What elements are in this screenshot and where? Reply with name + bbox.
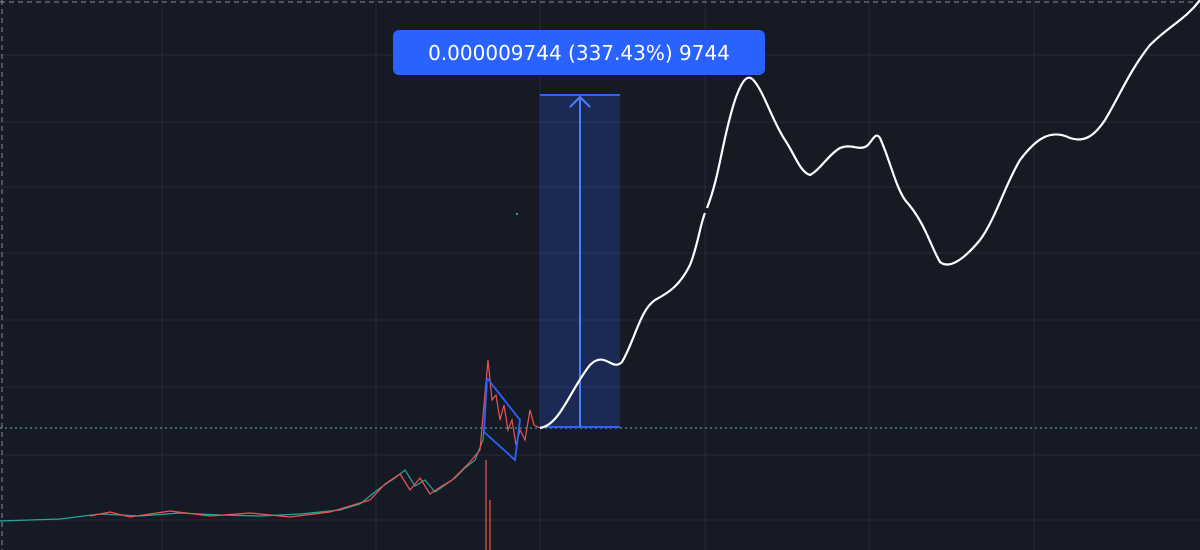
measure-arrow [569, 95, 591, 427]
dot [516, 213, 518, 215]
projection-line [539, 212, 707, 430]
measure-label-box [393, 30, 765, 75]
flag-pattern [483, 377, 521, 462]
projection-line [705, 0, 1200, 266]
measure-label: 0.000009744 (337.43%) 9744 [428, 41, 730, 65]
